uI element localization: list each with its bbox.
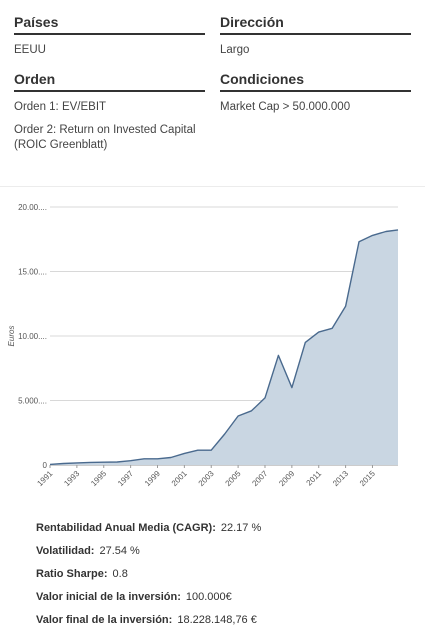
y-axis-title: Euros [7, 326, 16, 347]
x-tick-label: 2005 [224, 469, 243, 488]
y-tick-label: 0 [43, 461, 48, 470]
x-tick-label: 2015 [358, 469, 377, 488]
order-item-1: Orden 1: EV/EBIT [14, 101, 107, 113]
stat-cagr-value: 22.17 % [220, 522, 262, 534]
x-tick-label: 1995 [89, 469, 108, 488]
equity-area [50, 229, 398, 465]
stat-final: Valor final de la inversión: 18.228.148,7… [36, 609, 261, 632]
y-tick-label: 5.000.... [18, 397, 47, 406]
stat-volatility-label: Volatilidad: [36, 545, 95, 557]
x-tick-label: 2001 [170, 469, 189, 488]
stat-sharpe-value: 0.8 [112, 568, 128, 580]
stat-initial-label: Valor inicial de la inversión: [36, 591, 181, 603]
stat-cagr-label: Rentabilidad Anual Media (CAGR): [36, 522, 216, 534]
conditions-section: Condiciones Market Cap > 50.000.000 [220, 71, 411, 115]
x-tick-label: 2007 [250, 469, 269, 488]
x-tick-label: 2011 [305, 469, 324, 488]
stat-sharpe-label: Ratio Sharpe: [36, 568, 108, 580]
x-tick-label: 2013 [331, 469, 350, 488]
stat-final-label: Valor final de la inversión: [36, 614, 173, 626]
stat-cagr: Rentabilidad Anual Media (CAGR): 22.17 % [36, 517, 261, 540]
stat-initial-value: 100.000€ [185, 591, 232, 603]
y-axis-ticks: 0 5.000.... 10.00.... 15.00.... 20.00.... [18, 203, 47, 470]
x-tick-label: 1991 [35, 469, 54, 488]
equity-line [49, 229, 399, 466]
section-divider [0, 186, 425, 187]
x-axis-ticks: 1991 1993 1995 1997 1999 2001 2003 2005 2007 2009… [35, 465, 377, 488]
order-title: Orden [14, 71, 205, 92]
direction-value: Largo [220, 44, 250, 56]
equity-chart: 0 5.000.... 10.00.... 15.00.... 20.00.... 19… [7, 203, 399, 488]
x-tick-label: 2003 [197, 469, 216, 488]
direction-section: Dirección Largo [220, 14, 411, 58]
x-tick-label: 2009 [277, 469, 296, 488]
order-item-2: Order 2: Return on Invested Capital (ROI… [14, 124, 196, 151]
stat-volatility: Volatilidad: 27.54 % [36, 540, 261, 563]
y-tick-label: 10.00.... [18, 332, 47, 341]
countries-section: Países EEUU [14, 14, 205, 58]
direction-title: Dirección [220, 14, 411, 35]
stat-sharpe: Ratio Sharpe: 0.8 [36, 563, 261, 586]
x-tick-label: 1993 [62, 469, 81, 488]
order-section: Orden Orden 1: EV/EBIT Order 2: Return o… [14, 71, 205, 153]
countries-title: Países [14, 14, 205, 35]
stats-panel: Rentabilidad Anual Media (CAGR): 22.17 % … [36, 517, 261, 632]
conditions-value: Market Cap > 50.000.000 [220, 101, 351, 113]
countries-value: EEUU [14, 44, 46, 56]
stat-initial: Valor inicial de la inversión: 100.000€ [36, 586, 261, 609]
x-tick-label: 1997 [116, 469, 135, 488]
y-tick-label: 20.00.... [18, 203, 47, 212]
conditions-title: Condiciones [220, 71, 411, 92]
x-tick-label: 1999 [143, 469, 162, 488]
stat-final-value: 18.228.148,76 € [177, 614, 257, 626]
y-tick-label: 15.00.... [18, 268, 47, 277]
stat-volatility-value: 27.54 % [99, 545, 140, 557]
